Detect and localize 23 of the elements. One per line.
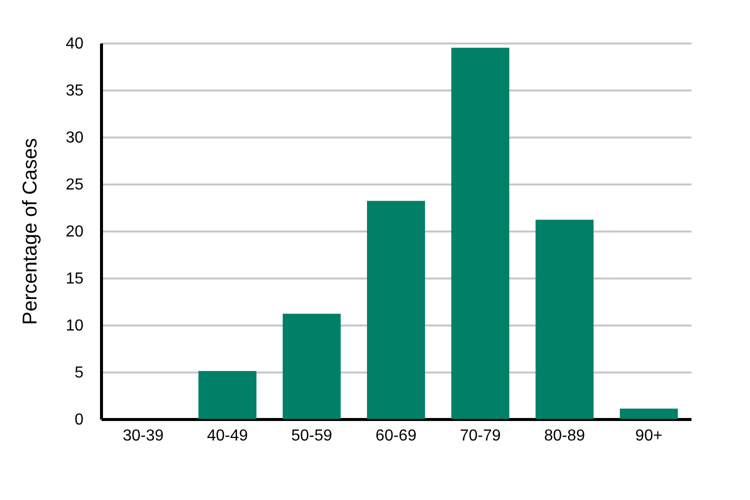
x-tick-label: 60-69 bbox=[376, 428, 417, 444]
x-tick-label: 50-59 bbox=[291, 428, 332, 444]
x-tick-label: 80-89 bbox=[544, 428, 586, 444]
y-tick-label: 35 bbox=[66, 82, 84, 100]
bar bbox=[451, 48, 510, 419]
x-tick-label: 70-79 bbox=[460, 428, 501, 444]
bar bbox=[367, 200, 425, 419]
bar bbox=[620, 408, 678, 419]
bar bbox=[282, 314, 341, 419]
y-tick-label: 0 bbox=[74, 412, 84, 428]
y-tick-label: 10 bbox=[66, 318, 84, 334]
x-tick-label: 90+ bbox=[635, 428, 662, 444]
y-tick-label: 15 bbox=[66, 270, 84, 288]
y-axis-title: Percentage of Cases bbox=[20, 138, 42, 325]
x-tick-label: 40-49 bbox=[206, 428, 248, 444]
y-tick-label: 30 bbox=[66, 130, 84, 146]
y-tick-label: 20 bbox=[66, 224, 84, 240]
bar bbox=[198, 371, 256, 419]
y-tick-label: 25 bbox=[66, 176, 84, 194]
bar bbox=[536, 220, 594, 419]
x-tick-label: 30-39 bbox=[122, 428, 164, 444]
y-tick-label: 40 bbox=[66, 36, 84, 52]
y-tick-label: 5 bbox=[74, 364, 84, 382]
